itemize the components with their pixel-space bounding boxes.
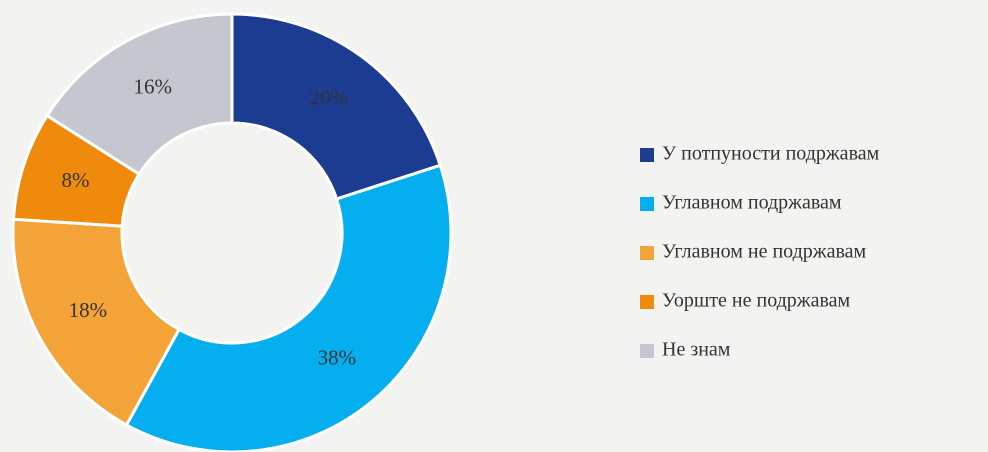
data-label: 8% <box>62 168 90 192</box>
legend-swatch <box>640 246 654 260</box>
legend-swatch <box>640 295 654 309</box>
legend-swatch <box>640 344 654 358</box>
legend-label: Не знам <box>662 339 731 361</box>
slice <box>11 217 182 427</box>
legend-label: У потпуности подржавам <box>662 143 880 165</box>
slice <box>45 12 234 177</box>
data-label: 16% <box>134 75 173 99</box>
slice <box>124 163 453 452</box>
legend-label: Уорште не подржавам <box>662 290 851 312</box>
legend-label: Углавном не подржавам <box>662 241 867 263</box>
data-label: 20% <box>309 86 348 110</box>
legend-swatch <box>640 197 654 211</box>
slice <box>230 12 443 201</box>
data-label: 18% <box>69 298 108 322</box>
data-label: 38% <box>318 346 357 370</box>
legend-label: Углавном подржавам <box>662 192 842 214</box>
legend-swatch <box>640 148 654 162</box>
